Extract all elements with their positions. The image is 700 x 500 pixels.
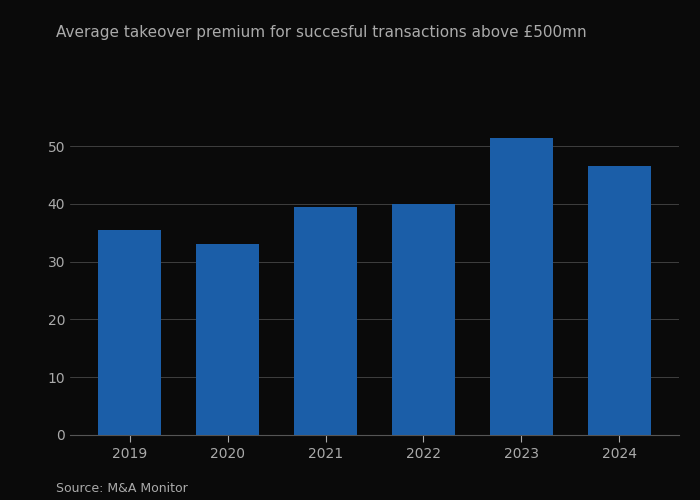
Bar: [391, 204, 455, 435]
Bar: [196, 244, 260, 435]
Text: Average takeover premium for succesful transactions above £500mn: Average takeover premium for succesful t…: [56, 25, 587, 40]
Bar: [98, 230, 162, 435]
Bar: [587, 166, 651, 435]
Bar: [294, 207, 358, 435]
Bar: [489, 138, 553, 435]
Text: Source: M&A Monitor: Source: M&A Monitor: [56, 482, 188, 495]
